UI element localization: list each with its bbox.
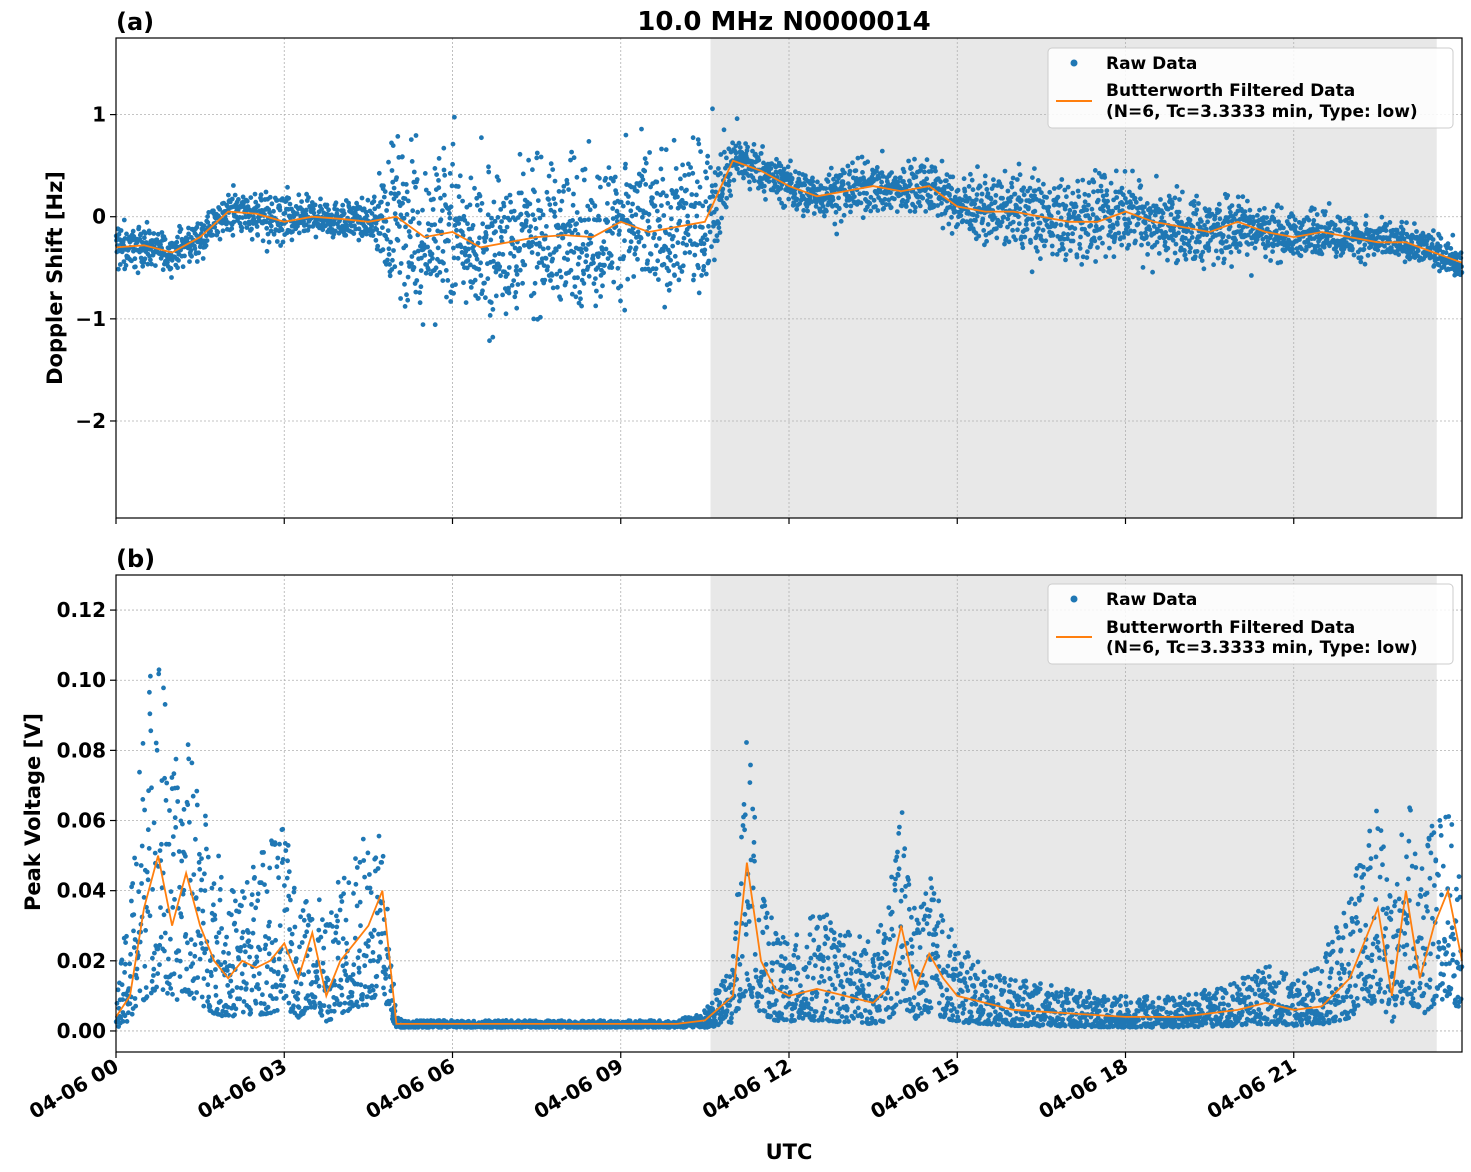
x-tick-label: 04-06 18	[1034, 1054, 1132, 1124]
legend-filtered-params: (N=6, Tc=3.3333 min, Type: low)	[1106, 638, 1418, 658]
panel-b-filtered-line	[115, 855, 1463, 1025]
x-tick-label: 04-06 00	[25, 1054, 123, 1124]
raw-data-points	[113, 106, 1465, 344]
y-tick-label: 1	[92, 103, 106, 127]
x-tick-label: 04-06 15	[866, 1054, 964, 1124]
y-tick-label: 0.00	[57, 1019, 106, 1043]
panel-a-ylabel: Doppler Shift [Hz]	[43, 171, 67, 385]
legend-raw-marker	[1070, 59, 1078, 67]
panel-b: 0.000.020.040.060.080.100.12 04-06 00 04-…	[21, 545, 1465, 1124]
panel-a-legend: Raw Data Butterworth Filtered Data (N=6,…	[1047, 47, 1454, 129]
legend-raw-marker	[1070, 595, 1078, 603]
y-tick-label: 0.04	[57, 879, 106, 903]
x-tick-label: 04-06 03	[193, 1054, 291, 1124]
x-tick-label: 04-06 09	[530, 1054, 628, 1124]
panel-b-legend: Raw Data Butterworth Filtered Data (N=6,…	[1047, 583, 1454, 665]
x-tick-label: 04-06 06	[361, 1054, 459, 1124]
panel-b-x-ticks: 04-06 00 04-06 03 04-06 06 04-06 09 04-06 12…	[25, 1052, 1300, 1124]
y-tick-label: 0.08	[57, 738, 106, 762]
x-axis-label: UTC	[766, 1140, 813, 1164]
panel-a-raw-scatter	[113, 106, 1465, 344]
y-tick-label: 0.06	[57, 809, 106, 833]
x-tick-label: 04-06 21	[1203, 1054, 1301, 1124]
figure-title: 10.0 MHz N0000014	[637, 7, 930, 37]
panel-b-y-ticks: 0.00 0.02 0.04 0.06 0.08 0.10 0.12	[57, 598, 116, 1043]
panel-a-x-ticks	[115, 518, 1295, 524]
legend-raw-label: Raw Data	[1106, 590, 1197, 610]
y-tick-label: 0.02	[57, 949, 106, 973]
panel-a-filtered-line	[115, 159, 1463, 264]
panel-a-label: (a)	[116, 8, 154, 36]
legend-filtered-label: Butterworth Filtered Data	[1106, 81, 1355, 101]
x-tick-label: 04-06 12	[698, 1054, 796, 1124]
panel-a-y-ticks: 1 0 −1 −2	[75, 103, 116, 433]
panel-a: 1 0 −1 −2 (a) Doppler Shift [Hz] Raw Data B…	[43, 8, 1465, 524]
legend-raw-label: Raw Data	[1106, 54, 1197, 74]
y-tick-label: −2	[75, 409, 106, 433]
panel-b-label: (b)	[116, 545, 155, 573]
y-tick-label: 0	[92, 205, 106, 229]
legend-filtered-label: Butterworth Filtered Data	[1106, 618, 1355, 638]
y-tick-label: 0.10	[57, 668, 106, 692]
y-tick-label: 0.12	[57, 598, 106, 622]
panel-b-ylabel: Peak Voltage [V]	[21, 713, 45, 911]
legend-filtered-params: (N=6, Tc=3.3333 min, Type: low)	[1106, 102, 1418, 122]
y-tick-label: −1	[75, 307, 106, 331]
